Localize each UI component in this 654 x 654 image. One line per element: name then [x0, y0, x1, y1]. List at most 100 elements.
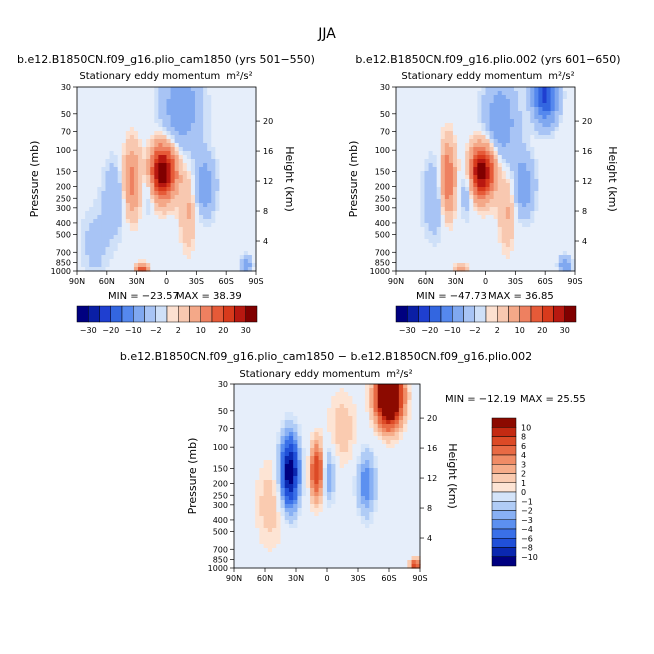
left-heat-cell	[166, 195, 172, 200]
left-heat-cell	[150, 235, 155, 240]
right-heat-cell	[513, 107, 519, 112]
left-heat-cell	[178, 203, 184, 208]
right-heat-cell	[501, 167, 507, 172]
right-heat-cell	[481, 159, 487, 164]
right-heat-cell	[570, 95, 576, 100]
right-heat-cell	[416, 191, 422, 196]
right-heat-cell	[554, 223, 560, 228]
right-heat-cell	[408, 151, 413, 156]
left-heat-cell	[89, 223, 94, 228]
left-heat-cell	[219, 179, 225, 184]
left-heat-cell	[101, 87, 107, 92]
right-heat-cell	[408, 191, 413, 196]
right-heat-cell	[501, 259, 507, 264]
left-heat-cell	[199, 119, 204, 124]
left-heat-cell	[235, 175, 241, 180]
right-colorbar-label: 20	[537, 326, 547, 335]
right-heat-cell	[469, 223, 474, 228]
left-heat-cell	[138, 171, 143, 176]
right-y-tick-label: 850	[375, 258, 390, 267]
right-heat-cell	[481, 207, 487, 212]
right-heat-cell	[412, 199, 417, 204]
right-heat-cell	[408, 87, 413, 92]
left-heat-cell	[190, 171, 196, 176]
left-heat-cell	[125, 259, 131, 264]
diff-heat-cell	[403, 404, 408, 409]
left-heat-cell	[117, 163, 123, 168]
left-heat-cell	[231, 119, 237, 124]
left-heat-cell	[199, 235, 204, 240]
right-heat-cell	[538, 199, 544, 204]
right-heat-cell	[493, 167, 499, 172]
left-heat-cell	[113, 99, 119, 104]
left-heat-cell	[93, 115, 98, 120]
left-heat-cell	[81, 267, 86, 272]
diff-heat-cell	[272, 400, 277, 405]
left-heat-cell	[186, 195, 192, 200]
left-heat-cell	[81, 159, 86, 164]
left-heat-cell	[154, 123, 159, 128]
left-heat-cell	[182, 139, 188, 144]
right-heat-cell	[477, 191, 483, 196]
left-heat-cell	[162, 259, 168, 264]
diff-heat-cell	[267, 416, 273, 421]
left-heat-cell	[211, 183, 216, 188]
right-heat-cell	[412, 187, 417, 192]
right-heat-cell	[481, 251, 487, 256]
diff-heat-cell	[403, 400, 408, 405]
diff-heat-cell	[288, 452, 294, 457]
right-heat-cell	[416, 203, 422, 208]
diff-heat-cell	[394, 396, 400, 401]
diff-heat-cell	[415, 440, 421, 445]
diff-heat-cell	[293, 424, 299, 429]
right-heat-cell	[546, 171, 552, 176]
diff-heat-cell	[356, 388, 362, 393]
right-heat-cell	[400, 183, 405, 188]
left-heat-cell	[93, 147, 98, 152]
right-heat-cell	[457, 147, 462, 152]
diff-heat-cell	[276, 444, 282, 449]
diff-heat-cell	[242, 408, 248, 413]
right-heat-cell	[473, 119, 478, 124]
left-heat-cell	[158, 167, 164, 172]
right-heat-cell	[420, 111, 426, 116]
right-heat-cell	[420, 219, 426, 224]
right-heat-cell	[396, 263, 401, 268]
diff-heat-cell	[381, 404, 387, 409]
diff-heat-cell	[360, 436, 366, 441]
left-heat-cell	[117, 247, 123, 252]
left-heat-cell	[146, 243, 151, 248]
right-heat-cell	[546, 183, 552, 188]
right-heat-cell	[554, 251, 560, 256]
right-heat-cell	[396, 223, 401, 228]
left-heat-cell	[199, 227, 204, 232]
right-heat-cell	[489, 255, 495, 260]
diff-heat-cell	[352, 412, 358, 417]
left-heat-cell	[150, 199, 155, 204]
right-heat-cell	[522, 235, 527, 240]
left-heat-cell	[231, 219, 237, 224]
left-heat-cell	[190, 111, 196, 116]
right-heat-cell	[408, 211, 413, 216]
left-heat-cell	[85, 235, 90, 240]
left-heat-cell	[89, 111, 94, 116]
left-heat-cell	[251, 159, 257, 164]
right-heat-cell	[554, 215, 560, 220]
left-heat-cell	[89, 119, 94, 124]
right-heat-cell	[530, 87, 535, 92]
right-heat-cell	[440, 239, 446, 244]
right-heat-cell	[473, 243, 478, 248]
right-heat-cell	[473, 235, 478, 240]
left-heat-cell	[182, 231, 188, 236]
left-heat-cell	[109, 215, 115, 220]
right-heat-cell	[562, 183, 568, 188]
left-heat-cell	[138, 247, 143, 252]
right-heat-cell	[436, 187, 442, 192]
left-heat-cell	[174, 243, 180, 248]
left-heat-cell	[182, 227, 188, 232]
right-colorbar-label: −20	[421, 326, 438, 335]
right-heat-cell	[493, 259, 499, 264]
left-heat-cell	[247, 147, 253, 152]
left-heat-cell	[166, 203, 172, 208]
right-heat-cell	[420, 99, 426, 104]
